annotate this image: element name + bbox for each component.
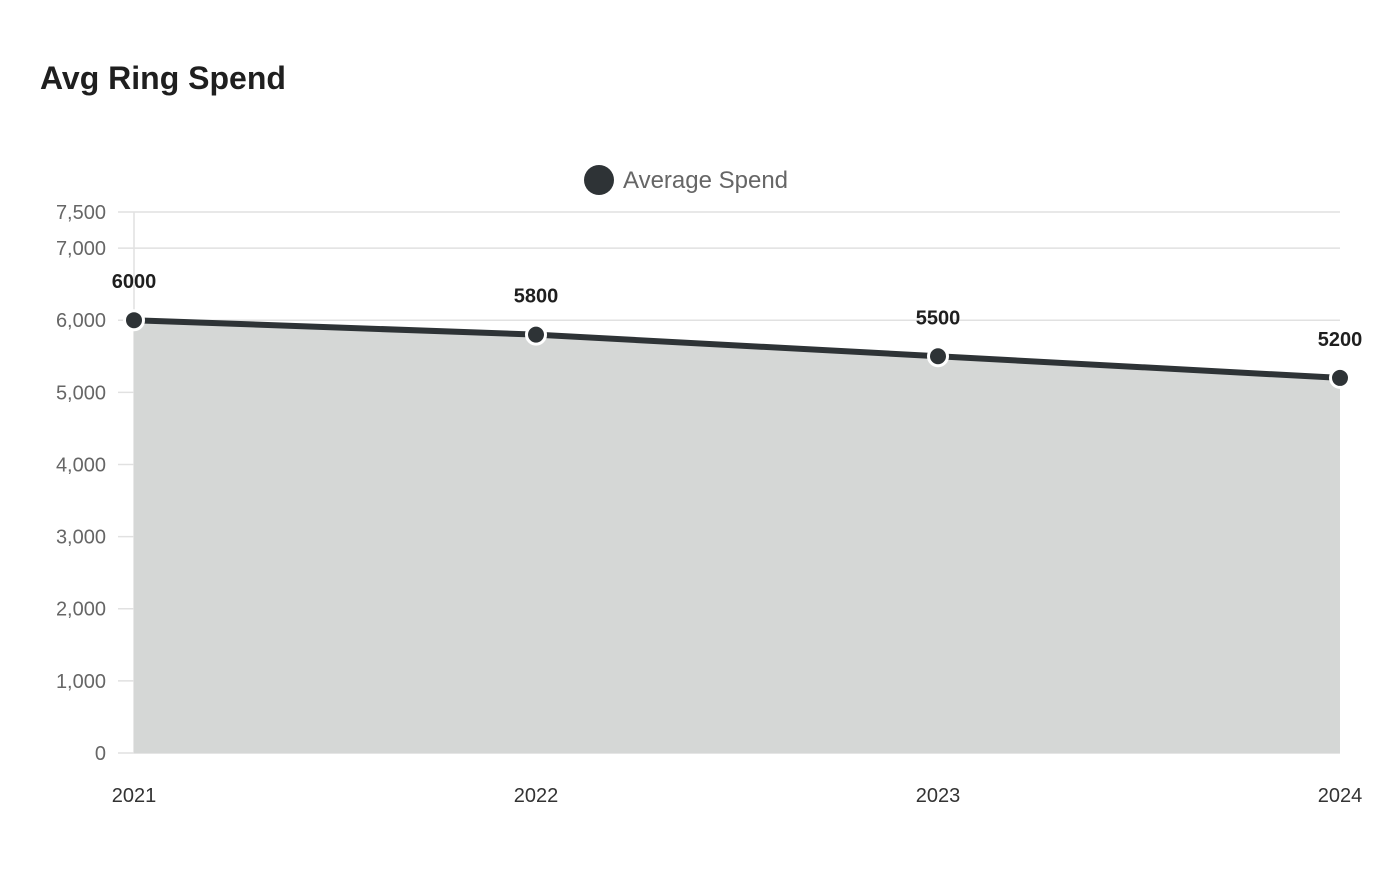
chart-title: Avg Ring Spend [40, 60, 286, 96]
y-tick-label: 3,000 [56, 527, 106, 549]
legend[interactable]: Average Spend [584, 165, 788, 195]
y-tick-label: 7,500 [56, 202, 106, 224]
data-point[interactable] [927, 345, 949, 368]
y-tick-label: 5,000 [56, 382, 106, 404]
legend-swatch[interactable] [584, 165, 614, 195]
data-label: 5500 [916, 307, 961, 329]
y-tick-label: 4,000 [56, 454, 106, 476]
data-point[interactable] [123, 309, 145, 332]
data-point[interactable] [525, 323, 547, 346]
y-tick-label: 0 [95, 743, 106, 765]
x-axis-tick-labels: 2021 2022 2023 2024 [112, 785, 1363, 807]
data-labels: 6000 5800 5500 5200 [112, 271, 1363, 351]
area-fill [134, 320, 1340, 753]
legend-label[interactable]: Average Spend [623, 167, 788, 194]
data-points [123, 309, 1351, 389]
y-tick-label: 1,000 [56, 671, 106, 693]
data-label: 5800 [514, 286, 559, 308]
series-line-layer [131, 317, 1343, 381]
y-tick-label: 6,000 [56, 310, 106, 332]
data-point[interactable] [1329, 366, 1351, 389]
y-axis-tick-labels: 0 1,000 2,000 3,000 4,000 5,000 6,000 7,000 7,50… [56, 202, 106, 765]
x-tick-label: 2024 [1318, 785, 1363, 807]
data-label: 6000 [112, 271, 157, 293]
data-label: 5200 [1318, 329, 1363, 351]
x-tick-label: 2021 [112, 785, 157, 807]
series-line-average-spend [131, 317, 1343, 381]
x-tick-label: 2023 [916, 785, 961, 807]
x-tick-label: 2022 [514, 785, 559, 807]
y-tick-label: 7,000 [56, 238, 106, 260]
y-tick-label: 2,000 [56, 599, 106, 621]
area-fill-layer [134, 320, 1340, 753]
